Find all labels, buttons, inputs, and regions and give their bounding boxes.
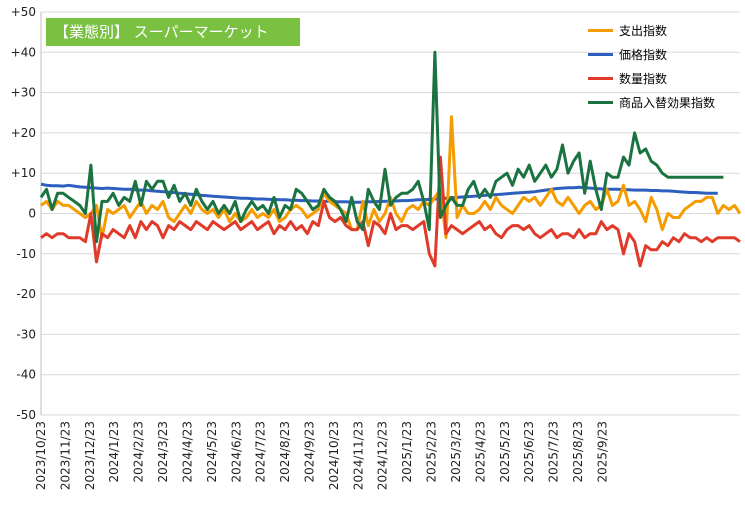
x-tick-label: 2024/8/23 (278, 421, 292, 483)
y-tick-label: -10 (16, 247, 36, 261)
legend-item-quantity: 数量指数 (588, 66, 715, 90)
x-tick-label: 2023/12/23 (83, 421, 97, 490)
legend-swatch-expenditure (588, 28, 613, 32)
y-tick-label: -30 (16, 327, 36, 341)
x-tick-label: 2024/6/23 (229, 421, 243, 483)
legend: 支出指数 価格指数 数量指数 商品入替効果指数 (588, 18, 715, 114)
x-tick-label: 2025/3/23 (449, 421, 463, 483)
x-tick-label: 2024/3/23 (156, 421, 170, 483)
series-line-3 (39, 50, 724, 244)
y-tick-label: -50 (16, 408, 36, 422)
legend-label-expenditure: 支出指数 (619, 23, 668, 38)
x-tick-label: 2024/10/23 (327, 421, 341, 490)
x-tick-label: 2024/11/23 (351, 421, 365, 490)
x-tick-label: 2025/1/23 (400, 421, 414, 483)
series-lines (39, 50, 742, 268)
x-tick-label: 2025/9/23 (595, 421, 609, 483)
x-tick-label: 2023/11/23 (58, 421, 72, 490)
y-tick-label: +20 (11, 126, 36, 140)
y-tick-label: +40 (11, 45, 36, 59)
legend-swatch-price (588, 52, 613, 56)
chart-title: 【業態別】 スーパーマーケット (46, 18, 300, 46)
legend-item-price: 価格指数 (588, 42, 715, 66)
series-line-2 (40, 155, 741, 268)
legend-label-price: 価格指数 (619, 47, 668, 62)
x-tick-label: 2025/6/23 (522, 421, 536, 483)
legend-item-replacement: 商品入替効果指数 (588, 90, 715, 114)
x-tick-label: 2024/4/23 (180, 421, 194, 483)
x-tick-label: 2024/2/23 (132, 421, 146, 483)
x-tick-label: 2025/5/23 (498, 421, 512, 483)
legend-swatch-replacement (588, 100, 613, 104)
y-tick-label: +10 (11, 166, 36, 180)
x-tick-label: 2025/2/23 (425, 421, 439, 483)
x-tick-label: 2024/1/23 (107, 421, 121, 483)
legend-label-replacement: 商品入替効果指数 (619, 95, 716, 110)
x-tick-label: 2024/7/23 (254, 421, 268, 483)
x-axis-ticks: 2023/10/23 2023/11/23 2023/12/23 2024/1/23 2… (34, 421, 609, 490)
x-tick-label: 2025/8/23 (571, 421, 585, 483)
y-axis-ticks: +50 +40 +30 +20 +10 0 -10 -20 -30 -40 -50 (11, 5, 36, 422)
y-tick-label: +30 (11, 86, 36, 100)
legend-label-quantity: 数量指数 (619, 71, 668, 86)
x-tick-label: 2025/7/23 (547, 421, 561, 483)
legend-swatch-quantity (588, 76, 613, 80)
legend-item-expenditure: 支出指数 (588, 18, 715, 42)
x-tick-label: 2024/12/23 (376, 421, 390, 490)
x-tick-label: 2025/4/23 (473, 421, 487, 483)
y-tick-label: -20 (16, 287, 36, 301)
x-tick-label: 2023/10/23 (34, 421, 48, 490)
y-tick-label: +50 (11, 5, 36, 19)
x-tick-label: 2024/5/23 (205, 421, 219, 483)
y-tick-label: 0 (28, 207, 36, 221)
y-tick-label: -40 (16, 368, 36, 382)
x-tick-label: 2024/9/23 (303, 421, 317, 483)
